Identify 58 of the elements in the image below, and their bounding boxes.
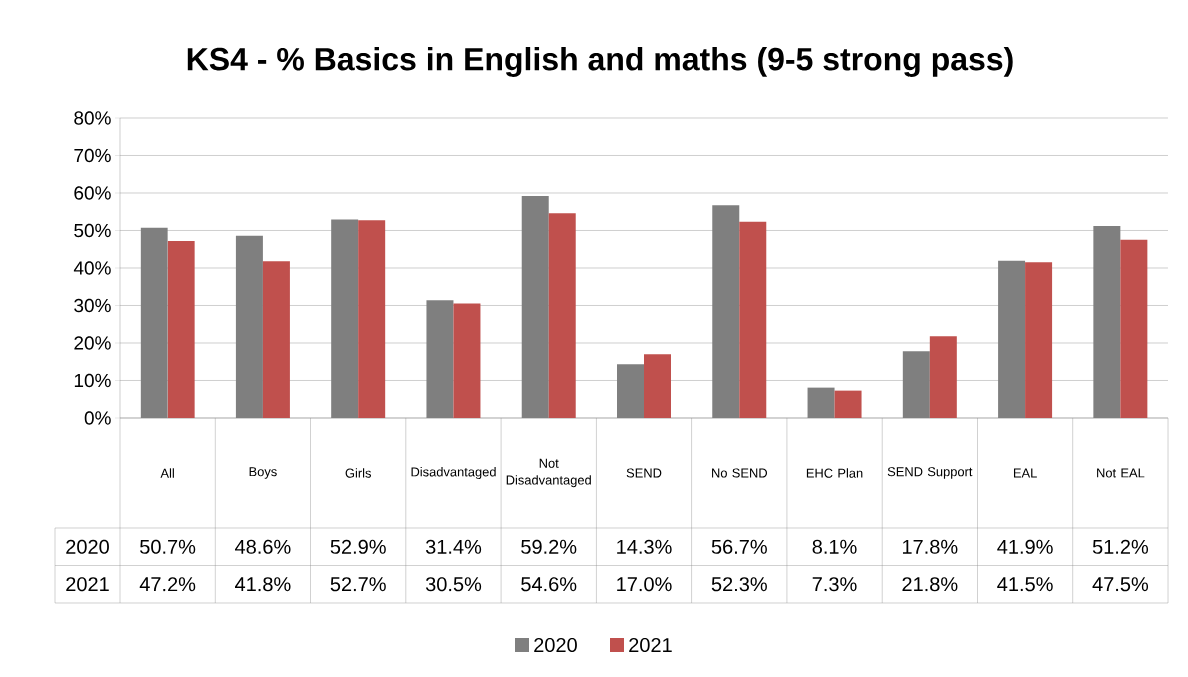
data-label: 47.2% (139, 577, 196, 592)
legend-label: 2020 (534, 637, 577, 653)
data-label: 31.4% (425, 539, 482, 554)
x-tick-label: No SEND (712, 468, 767, 478)
y-tick-label: 0% (84, 411, 111, 425)
x-tick-label: Girls (345, 468, 371, 478)
y-tick-label: 70% (74, 148, 111, 163)
y-tick-label: 10% (74, 373, 111, 388)
x-tick-label: Not Disadvantaged (506, 458, 591, 488)
bar (1120, 239, 1148, 418)
data-label: 21.8% (902, 577, 958, 592)
chart-title: KS4 - % Basics in English and maths (9-5 strong pass) (187, 47, 1013, 77)
data-label: 41.8% (235, 577, 291, 592)
data-label: 48.6% (235, 539, 291, 554)
x-tick-label: Not EAL (1097, 468, 1145, 478)
bar (739, 221, 767, 418)
data-label: 17.8% (902, 539, 958, 554)
x-tick-label: SEND Support (887, 467, 973, 479)
bar (834, 390, 862, 418)
data-label: 51.2% (1092, 539, 1149, 554)
x-tick-label: All (160, 468, 174, 478)
data-label: 30.5% (425, 577, 482, 592)
legend-label: 2021 (629, 637, 672, 653)
x-tick-label: EAL (1013, 468, 1037, 478)
x-tick-label: EHC Plan (806, 468, 863, 478)
data-label: 14.3% (617, 539, 672, 554)
data-label: 54.6% (521, 577, 577, 592)
x-tick-label: Disadvantaged (411, 466, 496, 480)
y-tick-label: 50% (74, 223, 111, 238)
bar (453, 303, 481, 418)
data-label: 56.7% (711, 539, 767, 554)
bar (358, 220, 386, 418)
text: 2020 (66, 539, 109, 554)
data-label: 52.9% (330, 539, 386, 554)
data-label: 41.9% (997, 539, 1053, 554)
y-tick-label: 60% (74, 186, 111, 200)
data-label: 8.1% (812, 539, 857, 554)
bar (167, 240, 195, 418)
bar (548, 213, 576, 418)
y-tick-label: 80% (74, 111, 111, 125)
bar (1025, 262, 1053, 418)
data-label: 52.3% (711, 577, 767, 592)
bar (929, 336, 957, 418)
bar (644, 354, 671, 418)
data-label: 59.2% (521, 539, 577, 554)
y-tick-label: 30% (74, 298, 111, 313)
data-label: 47.5% (1092, 577, 1149, 592)
data-label: 52.7% (330, 577, 386, 592)
x-tick-label: SEND (626, 468, 662, 478)
y-tick-label: 20% (74, 336, 111, 350)
data-label: 50.7% (140, 539, 196, 554)
text: 2021 (66, 577, 109, 592)
data-label: 7.3% (812, 577, 857, 592)
bar (262, 261, 290, 418)
data-label: 17.0% (617, 577, 672, 592)
y-tick-label: 40% (73, 261, 111, 275)
data-label: 41.5% (997, 577, 1053, 592)
x-tick-label: Boys (249, 467, 277, 479)
